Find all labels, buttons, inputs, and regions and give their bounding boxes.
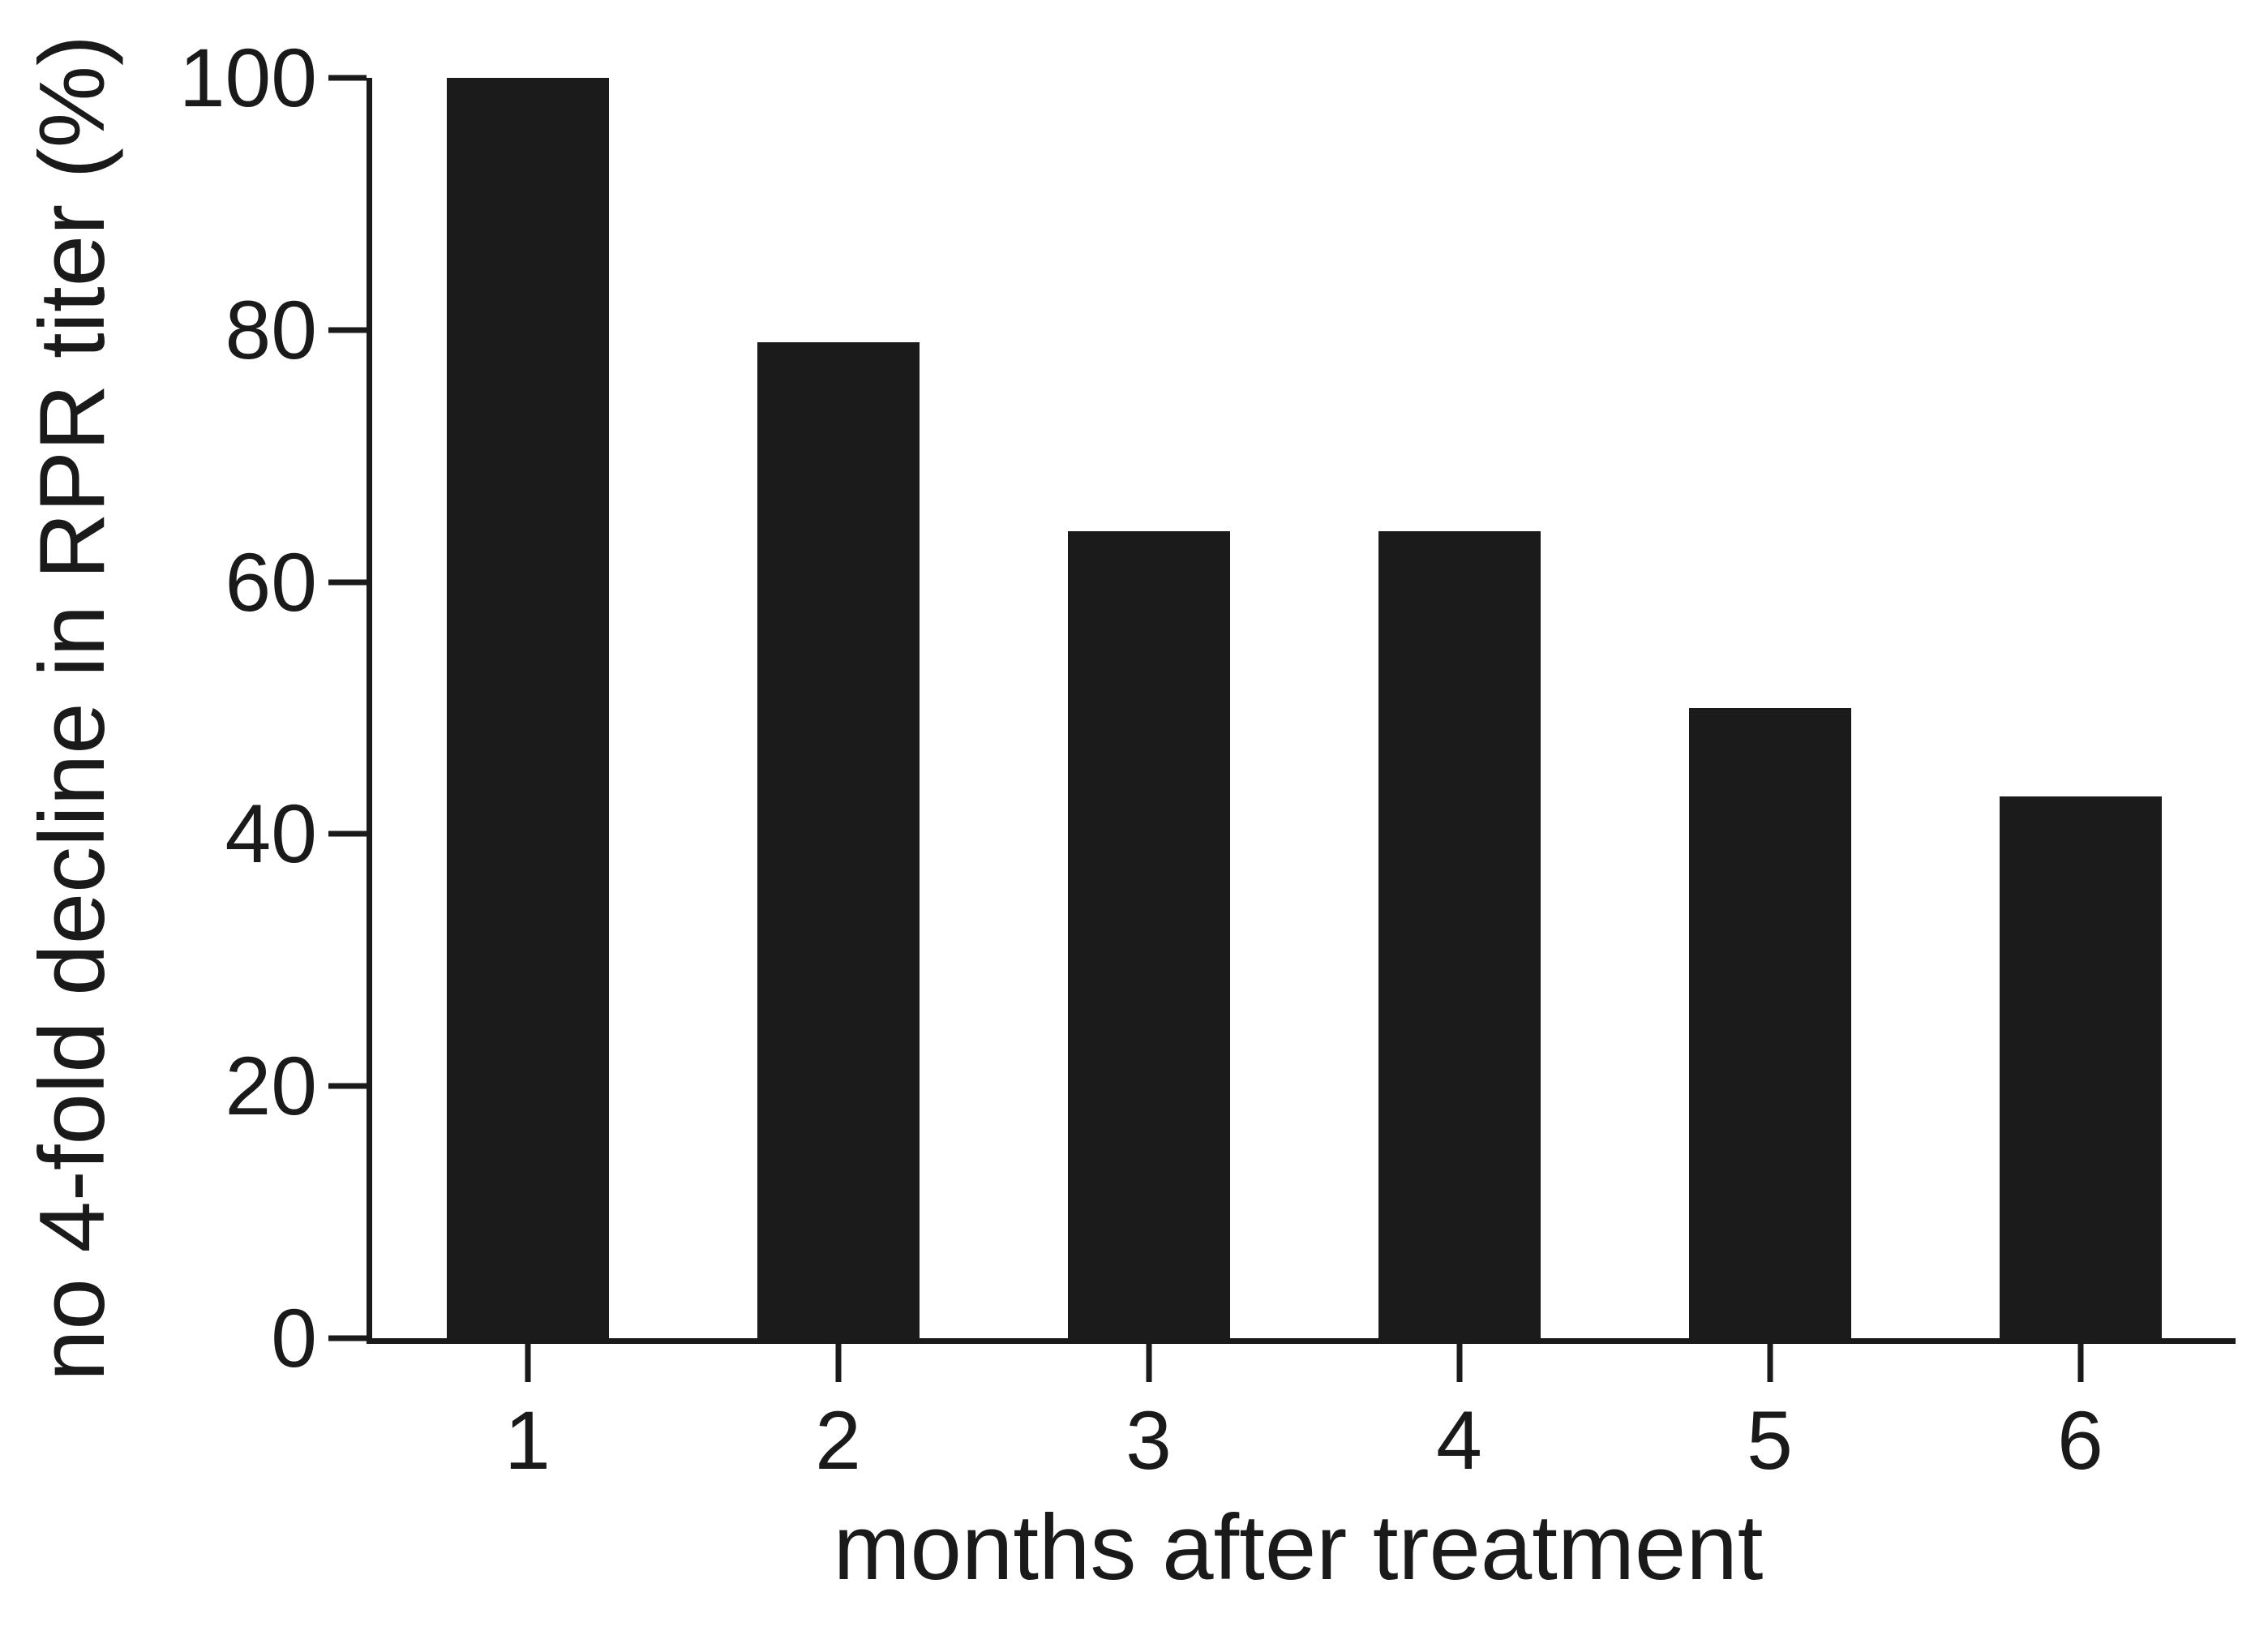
y-axis-title: no 4-fold decline in RPR titer (%)	[21, 34, 124, 1382]
x-tick-mark	[525, 1344, 530, 1382]
x-tick-mark	[1146, 1344, 1151, 1382]
x-tick-label-month-4: 4	[1436, 1394, 1482, 1487]
y-tick-mark	[328, 1335, 367, 1341]
y-tick-mark	[328, 327, 367, 333]
y-tick-label: 0	[271, 1292, 317, 1384]
x-tick-mark	[1767, 1344, 1773, 1382]
x-tick-mark	[835, 1344, 841, 1382]
x-tick-label-month-2: 2	[815, 1394, 861, 1487]
bar-month-1	[446, 78, 609, 1338]
bar-month-6	[1999, 796, 2162, 1338]
x-tick-label-month-3: 3	[1125, 1394, 1172, 1487]
bar-month-3	[1067, 531, 1230, 1338]
x-tick-mark	[1456, 1344, 1462, 1382]
bar-month-2	[757, 342, 920, 1338]
x-tick-label-month-5: 5	[1747, 1394, 1793, 1487]
y-tick-mark	[328, 75, 367, 81]
y-tick-label: 40	[225, 788, 317, 881]
x-tick-label-month-1: 1	[504, 1394, 551, 1487]
y-tick-mark	[328, 1083, 367, 1089]
y-tick-label: 60	[225, 535, 317, 629]
y-tick-mark	[328, 831, 367, 837]
x-tick-label-month-6: 6	[2057, 1394, 2103, 1487]
bar-month-4	[1378, 531, 1541, 1338]
x-axis-title: months after treatment	[833, 1496, 1764, 1599]
y-tick-mark	[328, 579, 367, 586]
y-tick-label: 100	[178, 32, 317, 124]
x-tick-mark	[2077, 1344, 2083, 1382]
y-tick-label: 80	[225, 283, 317, 376]
y-tick-label: 20	[225, 1040, 317, 1133]
bar-month-5	[1688, 708, 1851, 1338]
